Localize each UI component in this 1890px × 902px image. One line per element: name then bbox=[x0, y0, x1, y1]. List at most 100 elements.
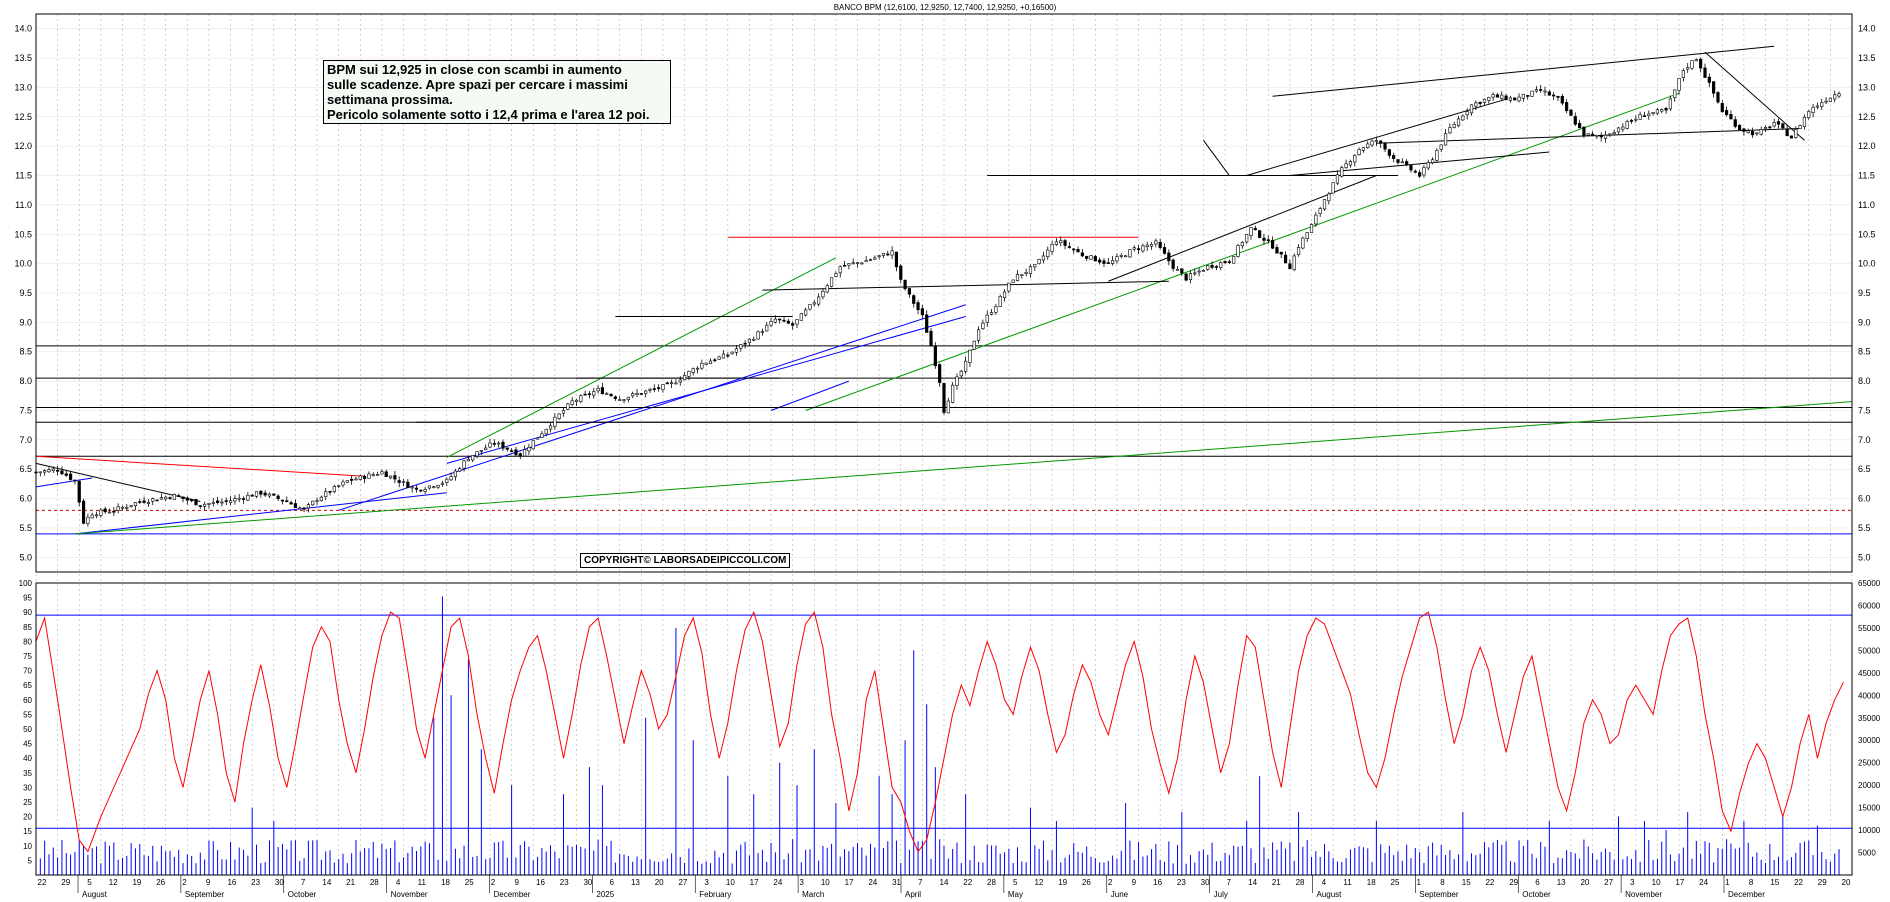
candle-body bbox=[263, 492, 267, 496]
candle-body bbox=[1616, 127, 1621, 133]
date-tick-label: 9 bbox=[515, 878, 520, 887]
candle-body bbox=[1007, 282, 1011, 292]
candle-body bbox=[907, 288, 912, 295]
candle-body bbox=[1725, 110, 1729, 116]
date-tick-label: 6 bbox=[609, 878, 614, 887]
candle-body bbox=[890, 250, 894, 256]
candle-body bbox=[1072, 248, 1076, 251]
candle-body bbox=[380, 471, 384, 475]
month-label: November bbox=[391, 890, 428, 899]
candle-body bbox=[825, 285, 829, 293]
candle-body bbox=[1227, 261, 1231, 263]
candle-body bbox=[877, 255, 881, 257]
candle-body bbox=[592, 391, 596, 396]
date-tick-label: 23 bbox=[560, 878, 569, 887]
date-tick-label: 23 bbox=[251, 878, 260, 887]
candle-body bbox=[1136, 248, 1141, 250]
price-panel-border bbox=[35, 13, 1853, 573]
candle-body bbox=[1400, 161, 1404, 164]
candle-body bbox=[185, 497, 189, 501]
candle-body bbox=[1755, 132, 1759, 135]
candle-body bbox=[367, 473, 371, 479]
date-tick-label: 4 bbox=[396, 878, 401, 887]
candle-body bbox=[713, 359, 717, 362]
oscillator-tick-label: 15 bbox=[23, 827, 32, 836]
candle-body bbox=[873, 257, 877, 260]
candle-body bbox=[1690, 60, 1694, 69]
month-label: August bbox=[1317, 890, 1343, 899]
candle-body bbox=[557, 413, 561, 419]
price-tick-label: 10.0 bbox=[14, 259, 32, 269]
candle-body bbox=[1296, 247, 1301, 255]
candle-body bbox=[237, 497, 241, 500]
candle-body bbox=[60, 470, 64, 475]
candle-body bbox=[1828, 97, 1832, 102]
candle-body bbox=[1530, 90, 1534, 97]
candle-body bbox=[1033, 264, 1037, 268]
candle-body bbox=[1720, 103, 1724, 113]
note-line: sulle scadenze. Apre spazi per cercare i… bbox=[327, 77, 628, 92]
candle-body bbox=[682, 375, 687, 381]
candle-body bbox=[635, 393, 639, 395]
candle-body bbox=[535, 437, 540, 440]
candle-body bbox=[1188, 273, 1193, 280]
copyright-label: COPYRIGHT© LABORSADEIPICCOLI.COM bbox=[580, 553, 791, 568]
candle-body bbox=[1599, 135, 1603, 138]
candle-body bbox=[1798, 125, 1802, 129]
price-tick-label: 8.0 bbox=[19, 376, 32, 386]
candle-body bbox=[311, 500, 315, 506]
month-label: September bbox=[1419, 890, 1458, 899]
price-tick-label: 5.0 bbox=[19, 552, 32, 562]
price-tick-label: 14.0 bbox=[1858, 24, 1876, 34]
price-tick-label: 12.5 bbox=[1858, 112, 1876, 122]
month-label: December bbox=[1728, 890, 1765, 899]
candle-body bbox=[1392, 155, 1396, 159]
candle-body bbox=[1539, 89, 1543, 91]
candle-body bbox=[1158, 241, 1162, 248]
candle-body bbox=[38, 471, 42, 474]
candle-body bbox=[254, 491, 259, 497]
candle-body bbox=[708, 360, 713, 364]
candle-body bbox=[1807, 111, 1811, 119]
candle-body bbox=[138, 501, 142, 503]
candle-body bbox=[860, 262, 864, 265]
candle-body bbox=[1513, 97, 1517, 101]
candle-body bbox=[1309, 224, 1314, 233]
candle-body bbox=[423, 489, 427, 492]
candle-body bbox=[1167, 252, 1171, 262]
candle-body bbox=[743, 342, 747, 345]
date-tick-label: 10 bbox=[1652, 878, 1661, 887]
volume-tick-label: 50000 bbox=[1858, 646, 1881, 655]
date-tick-label: 18 bbox=[1367, 878, 1376, 887]
candle-body bbox=[1664, 108, 1668, 111]
candle-body bbox=[1344, 163, 1348, 168]
candle-body bbox=[726, 354, 730, 357]
candle-body bbox=[1517, 96, 1521, 102]
date-tick-label: 19 bbox=[132, 878, 141, 887]
date-tick-label: 8 bbox=[1440, 878, 1445, 887]
price-tick-label: 11.5 bbox=[1858, 171, 1875, 181]
trend-line bbox=[1704, 51, 1805, 141]
date-tick-label: 7 bbox=[1227, 878, 1232, 887]
date-tick-label: 7 bbox=[301, 878, 306, 887]
candle-body bbox=[1435, 150, 1439, 161]
candle-body bbox=[159, 497, 163, 500]
trend-line bbox=[35, 477, 93, 488]
candle-body bbox=[1703, 67, 1707, 78]
candle-body bbox=[1647, 113, 1651, 116]
candle-body bbox=[912, 295, 916, 304]
candle-body bbox=[1552, 94, 1556, 97]
candle-body bbox=[1348, 161, 1353, 166]
candle-body bbox=[842, 264, 847, 267]
candle-body bbox=[272, 493, 276, 496]
candle-body bbox=[981, 322, 985, 329]
candle-body bbox=[561, 410, 566, 414]
oscillator-tick-label: 100 bbox=[19, 579, 33, 588]
trend-line bbox=[805, 92, 1680, 411]
candle-body bbox=[1054, 241, 1059, 245]
candle-body bbox=[1357, 149, 1361, 155]
price-tick-label: 12.0 bbox=[1858, 141, 1876, 151]
candle-body bbox=[1340, 167, 1344, 177]
candle-body bbox=[1474, 102, 1478, 107]
candle-body bbox=[43, 470, 47, 473]
